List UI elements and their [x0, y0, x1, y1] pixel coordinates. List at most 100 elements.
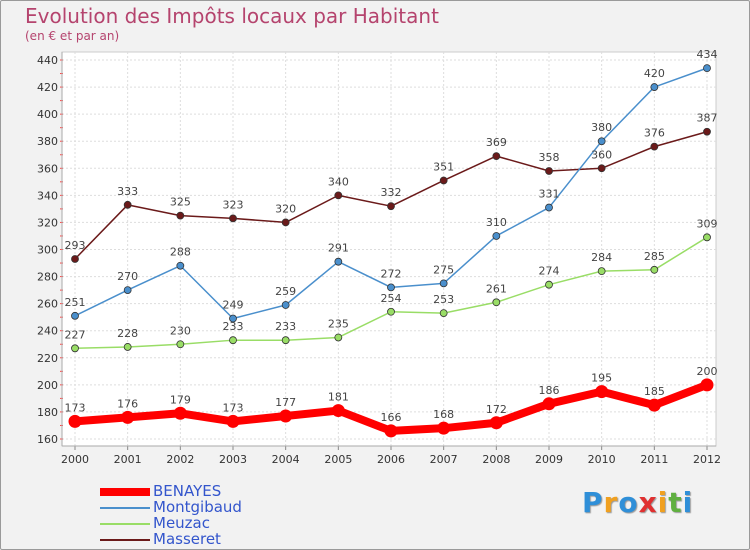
legend-swatch — [100, 539, 150, 541]
logo-letter: i — [657, 486, 669, 519]
data-label: 284 — [591, 251, 612, 264]
legend-label: Masseret — [153, 530, 221, 548]
y-tick-label: 240 — [37, 325, 58, 338]
data-point — [597, 164, 606, 173]
data-label: 181 — [328, 391, 349, 404]
legend-label: Meuzac — [153, 514, 210, 532]
data-point — [492, 232, 501, 240]
data-point — [229, 314, 237, 323]
data-point — [545, 203, 553, 212]
data-label: 420 — [644, 67, 665, 80]
data-point — [595, 385, 609, 399]
data-label: 177 — [275, 396, 296, 409]
data-label: 369 — [486, 136, 507, 149]
data-point — [121, 410, 135, 424]
data-label: 376 — [644, 127, 665, 140]
data-point — [542, 397, 556, 411]
data-label: 387 — [697, 112, 718, 125]
y-tick-label: 340 — [37, 189, 58, 202]
x-tick-label: 2009 — [535, 453, 563, 466]
legend: BENAYES Montgibaud Meuzac Masseret — [100, 483, 320, 548]
data-point — [439, 176, 448, 185]
data-point — [176, 340, 185, 349]
x-tick-label: 2002 — [166, 453, 194, 466]
logo-letter: r — [603, 486, 619, 519]
data-label: 228 — [117, 327, 138, 340]
data-point — [173, 406, 187, 420]
data-label: 172 — [486, 403, 507, 416]
y-tick-label: 160 — [37, 433, 58, 446]
data-point — [71, 344, 79, 353]
logo-letter: o — [618, 486, 639, 519]
data-label: 323 — [223, 198, 244, 211]
data-point — [226, 414, 240, 428]
x-tick-label: 2008 — [482, 453, 510, 466]
data-point — [334, 333, 343, 342]
data-label: 176 — [117, 397, 138, 410]
y-tick-label: 360 — [37, 162, 58, 175]
data-label: 254 — [381, 292, 402, 305]
legend-item: Montgibaud — [100, 498, 320, 516]
data-point — [492, 298, 501, 307]
data-label: 166 — [381, 411, 402, 424]
data-label: 173 — [223, 401, 244, 414]
data-point — [334, 191, 343, 200]
y-tick-label: 180 — [37, 406, 58, 419]
logo-letter: t — [668, 486, 683, 519]
legend-item: BENAYES — [100, 483, 320, 500]
legend-item: Masseret — [100, 530, 320, 548]
data-label: 168 — [433, 408, 454, 421]
y-tick-label: 440 — [37, 54, 58, 67]
data-label: 272 — [381, 267, 402, 280]
x-tick-label: 2001 — [114, 453, 142, 466]
data-point — [123, 343, 132, 351]
data-point — [68, 414, 82, 428]
chart-subtitle: (en € et par an) — [25, 29, 120, 43]
legend-label: Montgibaud — [153, 498, 242, 516]
logo-letter: P — [582, 486, 604, 519]
axes: 160 180 200 220 240 260 280 300 320 340 360 380 400 4… — [37, 52, 721, 466]
legend-swatch — [100, 488, 150, 496]
data-point — [439, 279, 448, 288]
data-label: 309 — [697, 217, 718, 230]
data-point — [437, 421, 451, 435]
data-point — [650, 265, 659, 274]
data-point — [387, 283, 395, 292]
data-point — [384, 424, 398, 438]
data-point — [650, 83, 659, 91]
data-point — [650, 142, 659, 151]
data-point — [281, 218, 290, 227]
data-label: 325 — [170, 196, 191, 209]
legend-item: Meuzac — [100, 514, 320, 532]
data-point — [545, 167, 553, 175]
data-point — [703, 64, 711, 73]
data-label: 253 — [433, 293, 454, 306]
y-tick-label: 280 — [37, 271, 58, 284]
proxiti-logo: Proxiti — [582, 486, 693, 519]
data-point — [597, 267, 606, 276]
x-tick-label: 2003 — [219, 453, 247, 466]
data-label: 291 — [328, 242, 349, 255]
data-point — [334, 257, 343, 266]
data-label: 195 — [591, 372, 612, 385]
logo-letter: i — [682, 486, 694, 519]
data-label: 380 — [591, 121, 612, 134]
x-tick-label: 2006 — [377, 453, 405, 466]
data-label: 434 — [697, 48, 718, 61]
data-point — [176, 211, 185, 220]
data-point — [123, 200, 132, 209]
data-labels: 293 333 325 323 320 340 332 351 369 358 360 376 387 2… — [65, 48, 718, 424]
data-point — [281, 336, 290, 345]
data-label: 270 — [117, 270, 138, 283]
data-label: 186 — [539, 384, 560, 397]
x-tick-label: 2000 — [61, 453, 89, 466]
y-tick-label: 300 — [37, 244, 58, 257]
data-label: 320 — [275, 202, 296, 215]
x-tick-label: 2004 — [272, 453, 300, 466]
grid-lines — [62, 52, 716, 446]
data-point — [492, 152, 501, 161]
data-label: 360 — [591, 148, 612, 161]
data-label: 249 — [223, 299, 244, 312]
data-point — [545, 280, 553, 289]
logo-letter: x — [638, 486, 658, 519]
